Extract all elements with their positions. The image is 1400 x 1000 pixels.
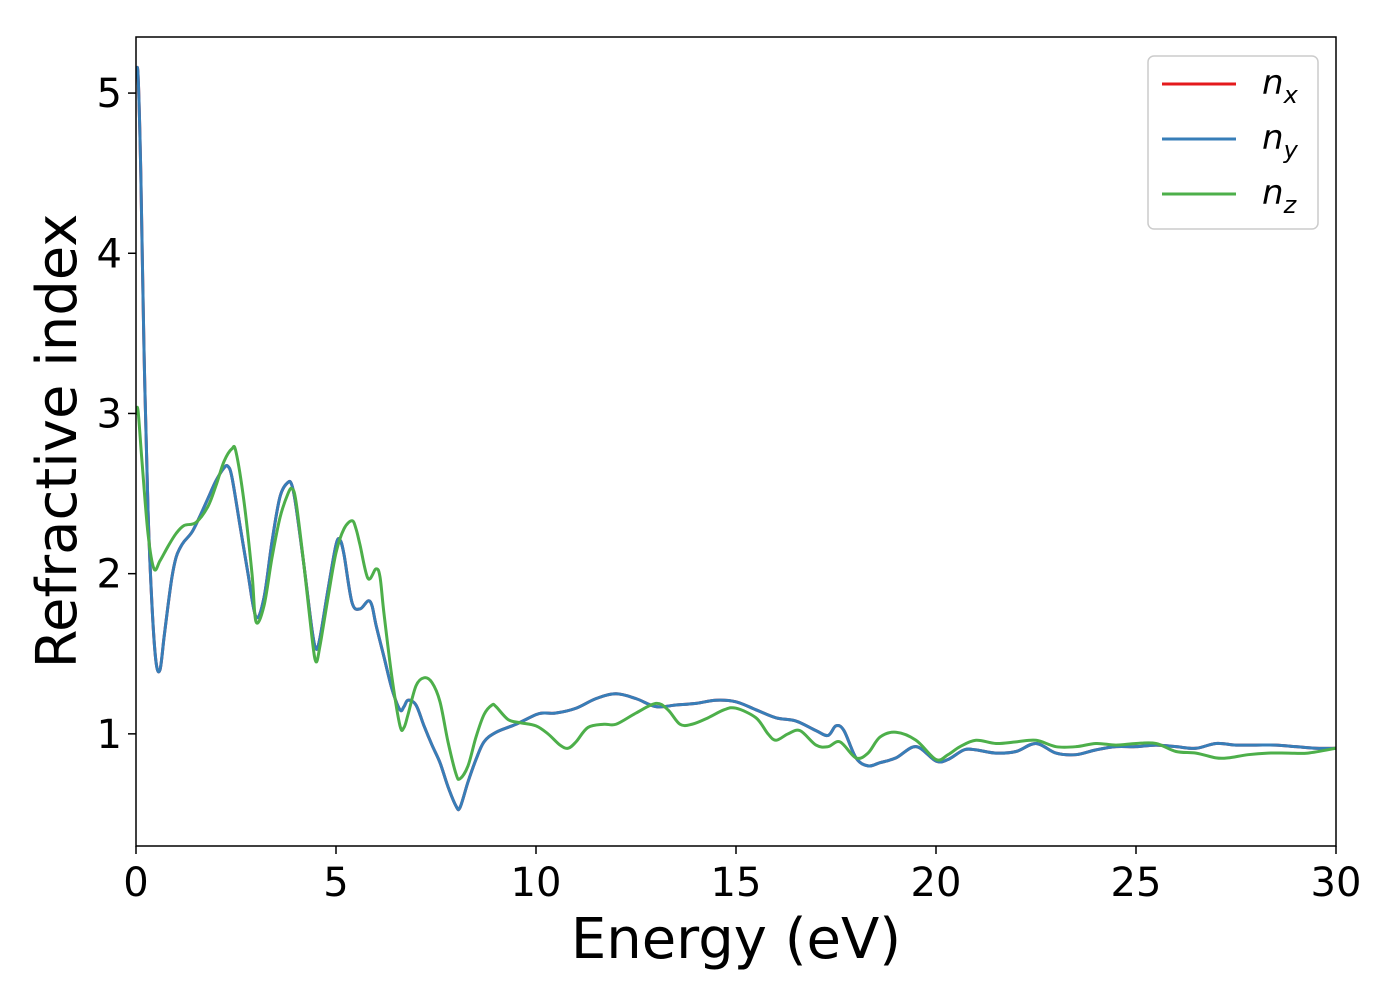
x-tick-label: 5 (323, 860, 348, 906)
y-tick-label: 2 (97, 552, 122, 598)
y-axis: 1 2 3 4 5 (97, 71, 136, 758)
x-tick-label: 25 (1111, 860, 1162, 906)
series-line-n-z (136, 405, 1336, 781)
legend-label-y: ny (1262, 118, 1299, 164)
x-tick-label: 15 (711, 860, 762, 906)
series-layer (136, 66, 1336, 812)
legend: nx ny nz (1147, 55, 1319, 230)
y-tick-label: 5 (97, 71, 122, 117)
x-tick-label: 30 (1311, 860, 1362, 906)
x-tick-label: 0 (123, 860, 148, 906)
y-tick-label: 4 (97, 231, 122, 277)
x-axis-title: Energy (eV) (571, 907, 901, 972)
legend-label-z: nz (1262, 173, 1298, 219)
y-tick-label: 1 (97, 712, 122, 758)
legend-label-x: nx (1262, 63, 1299, 109)
series-line-n-y (136, 66, 1336, 812)
x-tick-label: 10 (511, 860, 562, 906)
x-axis: 0 5 10 15 20 25 30 (123, 846, 1361, 906)
x-tick-label: 20 (911, 860, 962, 906)
legend-box (1147, 55, 1319, 230)
y-axis-title: Refractive index (25, 214, 90, 669)
y-tick-label: 3 (97, 391, 122, 437)
